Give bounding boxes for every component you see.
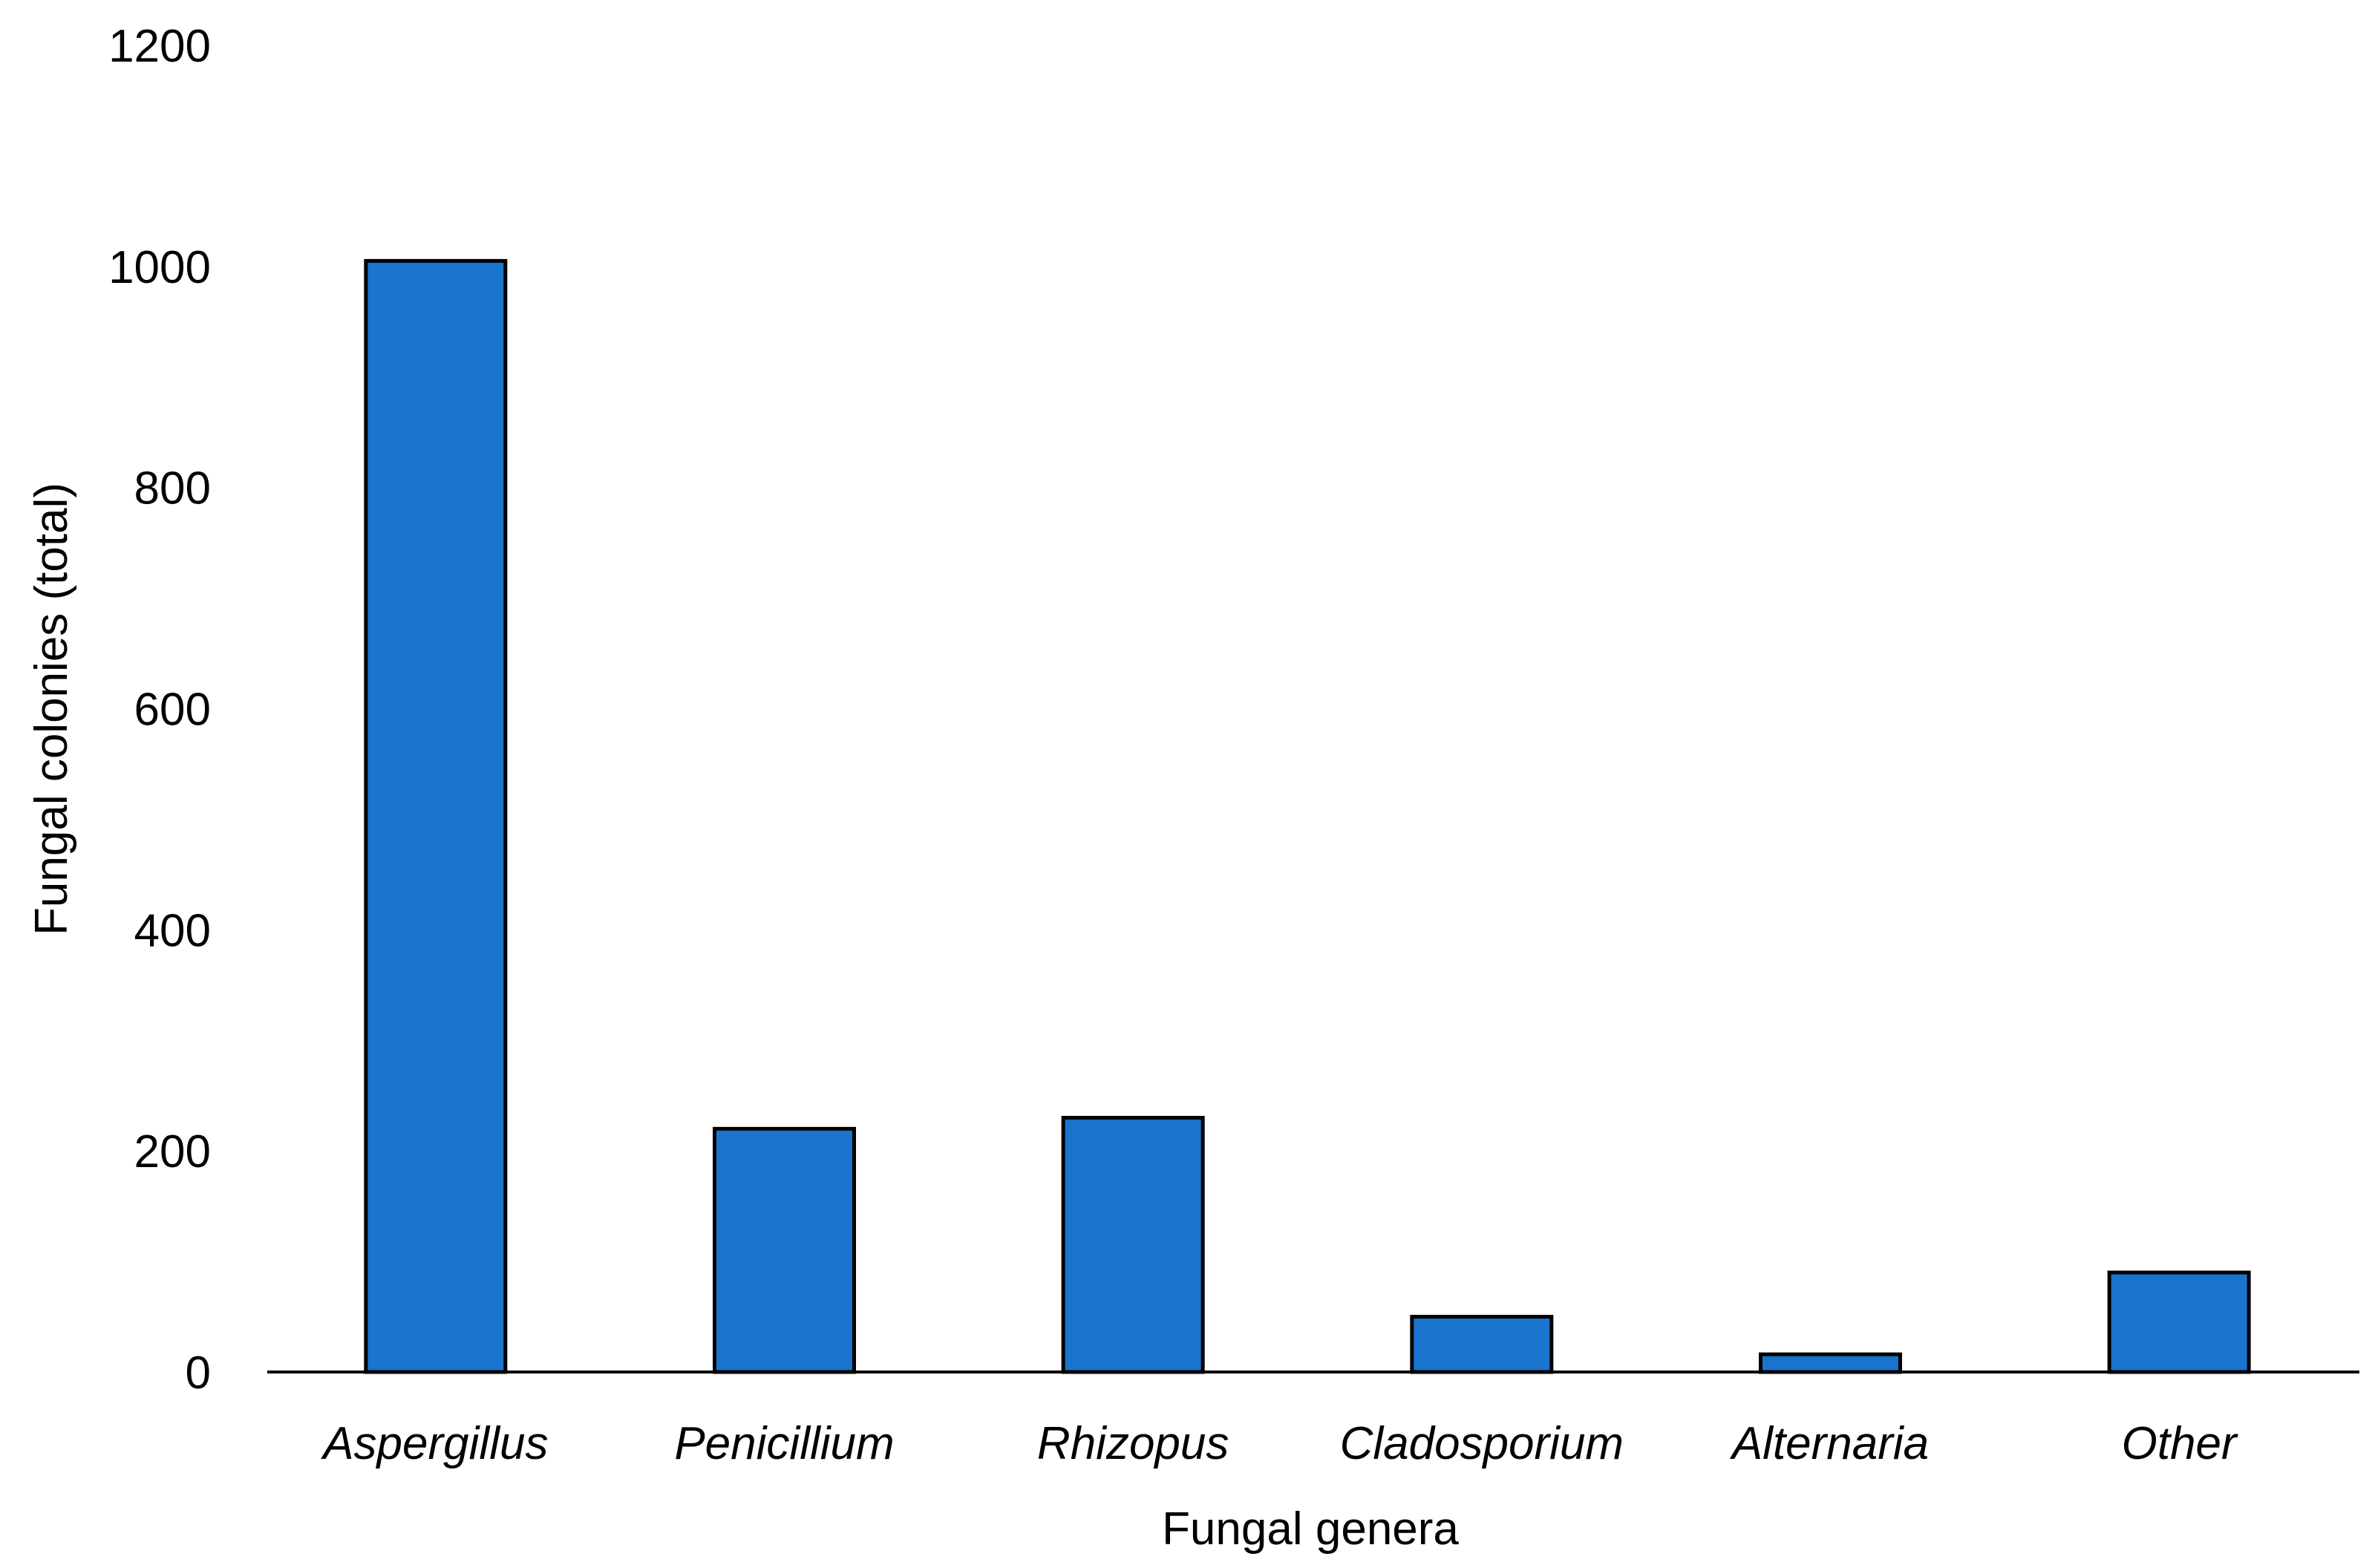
y-tick-label: 1000 bbox=[108, 242, 211, 293]
bar-aspergillus bbox=[364, 258, 508, 1374]
x-category-label: Aspergillus bbox=[320, 1418, 548, 1469]
bars bbox=[364, 258, 2251, 1374]
bar-alternaria bbox=[1759, 1352, 1902, 1374]
x-category-labels: Aspergillus Penicillium Rhizopus Cladospori… bbox=[320, 1418, 2238, 1469]
y-axis-title: Fungal colonies (total) bbox=[26, 483, 77, 935]
y-tick-labels: 0 200 400 600 800 1000 1200 bbox=[108, 21, 211, 1399]
x-category-label: Other bbox=[2122, 1418, 2238, 1469]
bar-cladosporium bbox=[1410, 1315, 1554, 1374]
x-category-label: Rhizopus bbox=[1037, 1418, 1229, 1469]
bar-other bbox=[2107, 1270, 2251, 1374]
x-axis-title: Fungal genera bbox=[1162, 1503, 1459, 1555]
y-tick-label: 200 bbox=[134, 1126, 211, 1177]
x-category-label: Cladosporium bbox=[1340, 1418, 1624, 1469]
y-tick-label: 600 bbox=[134, 685, 211, 736]
x-category-label: Alternaria bbox=[1729, 1418, 1929, 1469]
y-tick-label: 400 bbox=[134, 905, 211, 956]
y-tick-label: 800 bbox=[134, 463, 211, 514]
y-tick-label: 1200 bbox=[108, 21, 211, 72]
bar-penicillium bbox=[713, 1126, 856, 1374]
bar-rhizopus bbox=[1061, 1115, 1205, 1374]
x-category-label: Penicillium bbox=[674, 1418, 894, 1469]
y-tick-label: 0 bbox=[186, 1348, 211, 1399]
